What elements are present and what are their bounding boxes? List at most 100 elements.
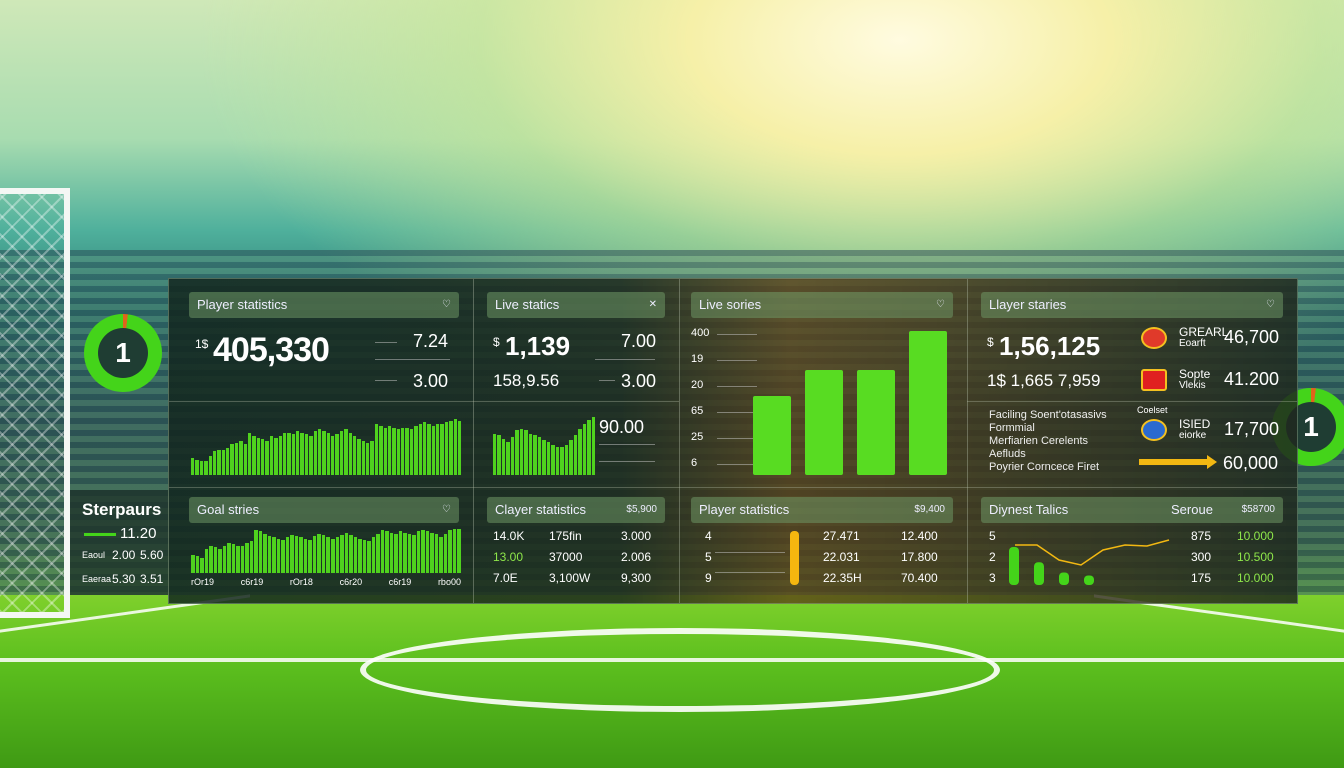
card-header-player-statistics[interactable]: Player statistics ♡ bbox=[189, 292, 459, 318]
arrow-icon bbox=[1139, 459, 1209, 465]
notes-list: Faciling Soent'otasasivs Formmial Merfiari… bbox=[989, 409, 1107, 474]
spark-bar bbox=[425, 531, 430, 573]
note-line: Formmial bbox=[989, 422, 1035, 434]
center-circle bbox=[360, 628, 1000, 712]
spark-bar bbox=[234, 442, 239, 475]
card-header-player-statistics-2[interactable]: Player statistics $9,400 bbox=[691, 497, 953, 523]
table-cell: 13.00 bbox=[493, 550, 524, 564]
team-sub: Eoarft bbox=[1179, 338, 1206, 349]
spark-bar bbox=[449, 420, 453, 475]
spark-bar bbox=[304, 434, 309, 475]
spark-bar bbox=[226, 447, 230, 475]
currency-prefix: 1$ bbox=[195, 337, 209, 351]
header-value: $58700 bbox=[1241, 504, 1275, 515]
team-sub: eiorke bbox=[1179, 430, 1207, 441]
spark-bar bbox=[587, 420, 591, 475]
table-cell: 3,100W bbox=[549, 571, 591, 585]
side-row-value: 5.30 bbox=[112, 572, 136, 586]
heart-icon[interactable]: ♡ bbox=[936, 299, 945, 310]
y-tick-label: 65 bbox=[691, 405, 704, 417]
spark-bar bbox=[493, 433, 497, 475]
spark-bar bbox=[236, 545, 240, 573]
side-row-value: 5.60 bbox=[140, 548, 164, 562]
spark-bar bbox=[339, 430, 344, 475]
spark-bar bbox=[204, 461, 208, 475]
y-tick-label: 3 bbox=[989, 571, 996, 585]
spark-bar bbox=[195, 556, 200, 573]
spark-bar bbox=[256, 437, 260, 475]
spark-bar bbox=[379, 425, 383, 475]
side-row-value: 3.51 bbox=[140, 572, 164, 586]
spark-bar bbox=[524, 430, 528, 475]
heart-icon[interactable]: ♡ bbox=[442, 299, 451, 310]
currency-prefix: $ bbox=[493, 335, 500, 349]
spark-bar bbox=[274, 437, 278, 475]
spark-bar bbox=[239, 441, 243, 475]
spark-bar bbox=[412, 534, 416, 573]
spark-bar bbox=[396, 429, 400, 475]
card-title: Live statics bbox=[495, 297, 560, 312]
spark-bar bbox=[407, 533, 412, 573]
spark-bar bbox=[299, 537, 303, 573]
close-icon[interactable]: ✕ bbox=[648, 299, 657, 310]
card-title: Player statistics bbox=[197, 297, 288, 312]
chart-bar bbox=[909, 331, 947, 475]
card-header-goal-stries[interactable]: Goal stries ♡ bbox=[189, 497, 459, 523]
spark-bar bbox=[457, 420, 462, 475]
chart-bar bbox=[857, 369, 895, 475]
y-tick-label: 20 bbox=[691, 379, 704, 391]
spark-bar bbox=[240, 545, 245, 573]
note-line: Aefluds bbox=[989, 448, 1026, 460]
spark-bar bbox=[294, 536, 299, 573]
card-header-diynest-talics[interactable]: Diynest Talics Seroue $58700 bbox=[981, 497, 1283, 523]
x-tick-label: rbo00 bbox=[437, 577, 461, 587]
goal-x-axis: rOr19 c6r19 rOr18 c6r20 c6r19 rbo00 bbox=[191, 577, 461, 587]
spark-bar bbox=[344, 532, 349, 573]
spark-bar bbox=[199, 461, 204, 475]
table-cell: 27.471 bbox=[823, 529, 860, 543]
table-cell: 2.006 bbox=[621, 550, 652, 564]
spark-bar bbox=[430, 532, 434, 573]
stat-value: 3.00 bbox=[413, 371, 449, 391]
card-header-live-sories[interactable]: Live sories ♡ bbox=[691, 292, 953, 318]
spark-bar bbox=[217, 449, 221, 475]
spark-bar bbox=[213, 546, 218, 573]
table-cell: 10.000 bbox=[1237, 529, 1274, 543]
spark-bar bbox=[448, 530, 452, 573]
spark-bar bbox=[326, 432, 330, 475]
team-label: Coelset bbox=[1137, 405, 1168, 415]
spark-bar bbox=[282, 432, 287, 475]
spark-bar bbox=[501, 438, 506, 475]
card-header-live-statics[interactable]: Live statics ✕ bbox=[487, 292, 665, 318]
team-logo-icon bbox=[1141, 369, 1167, 391]
gridline bbox=[717, 438, 757, 439]
live-bar-chart bbox=[753, 331, 953, 475]
column-header: Seroue bbox=[1171, 502, 1213, 517]
side-row-label: Eaoul bbox=[82, 550, 106, 560]
spark-bar bbox=[231, 544, 236, 573]
chart-bar bbox=[753, 395, 791, 475]
spark-bar bbox=[272, 537, 276, 573]
stat-value: 3.00 bbox=[621, 371, 657, 391]
y-tick-label: 6 bbox=[691, 457, 698, 469]
team-logo-icon bbox=[1141, 419, 1167, 441]
spark-bar bbox=[366, 442, 370, 475]
spark-bar bbox=[358, 538, 362, 573]
table-cell: 9 bbox=[705, 571, 712, 585]
spark-bar bbox=[227, 543, 231, 573]
heart-icon[interactable]: ♡ bbox=[1266, 299, 1275, 310]
card-header-layer-staries[interactable]: Llayer staries ♡ bbox=[981, 292, 1283, 318]
table-cell: 300 bbox=[1191, 550, 1212, 564]
spark-bar bbox=[443, 533, 448, 573]
diynest-chart bbox=[1009, 539, 1170, 585]
spark-bar bbox=[370, 441, 374, 475]
spark-bar bbox=[317, 429, 322, 475]
table-cell: 9,300 bbox=[621, 571, 652, 585]
chart-bar bbox=[805, 369, 843, 475]
spark-bar bbox=[416, 531, 421, 573]
heart-icon[interactable]: ♡ bbox=[442, 504, 451, 515]
spark-bar bbox=[317, 533, 321, 573]
card-header-clayer-statistics[interactable]: Clayer statistics $5,900 bbox=[487, 497, 665, 523]
spark-bar bbox=[287, 432, 291, 475]
spark-bar bbox=[555, 446, 560, 475]
